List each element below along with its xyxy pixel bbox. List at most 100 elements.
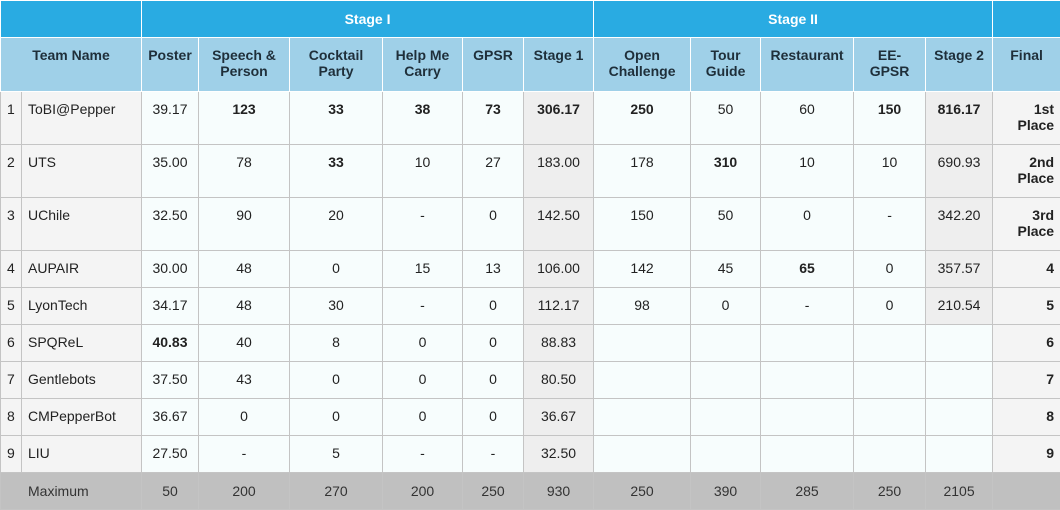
stage-header-row: Stage I Stage II — [1, 1, 1060, 38]
stage2-cell — [926, 436, 993, 473]
poster-cell: 39.17 — [142, 92, 199, 145]
restaurant-cell: 60 — [761, 92, 854, 145]
tour-cell — [691, 325, 761, 362]
restaurant-cell: 0 — [761, 198, 854, 251]
final-cell: 1st Place — [993, 92, 1060, 145]
team-name-cell: LIU — [22, 436, 142, 473]
maximum-cocktail-cell: 270 — [290, 473, 383, 510]
maximum-restaurant-cell: 285 — [761, 473, 854, 510]
speech-cell: 78 — [199, 145, 290, 198]
stage1-cell: 112.17 — [524, 288, 594, 325]
restaurant-cell: 10 — [761, 145, 854, 198]
final-cell: 5 — [993, 288, 1060, 325]
gpsr-cell: - — [463, 436, 524, 473]
open-cell — [594, 436, 691, 473]
col-final: Final — [993, 38, 1060, 92]
rank-cell: 3 — [1, 198, 22, 251]
stage-1-header: Stage I — [142, 1, 594, 38]
team-name-cell: AUPAIR — [22, 251, 142, 288]
gpsr-cell: 73 — [463, 92, 524, 145]
tour-cell: 50 — [691, 92, 761, 145]
poster-cell: 37.50 — [142, 362, 199, 399]
stage2-cell — [926, 399, 993, 436]
maximum-open-cell: 250 — [594, 473, 691, 510]
rank-cell: 5 — [1, 288, 22, 325]
stage2-cell: 690.93 — [926, 145, 993, 198]
speech-cell: 123 — [199, 92, 290, 145]
poster-cell: 30.00 — [142, 251, 199, 288]
poster-cell: 36.67 — [142, 399, 199, 436]
team-name-cell: SPQReL — [22, 325, 142, 362]
stage1-cell: 142.50 — [524, 198, 594, 251]
eegpsr-cell — [854, 399, 926, 436]
maximum-gpsr-cell: 250 — [463, 473, 524, 510]
tour-cell — [691, 362, 761, 399]
restaurant-cell — [761, 362, 854, 399]
speech-cell: 0 — [199, 399, 290, 436]
gpsr-cell: 0 — [463, 198, 524, 251]
col-poster: Poster — [142, 38, 199, 92]
maximum-help-cell: 200 — [383, 473, 463, 510]
eegpsr-cell: 10 — [854, 145, 926, 198]
open-cell — [594, 399, 691, 436]
team-name-cell: UTS — [22, 145, 142, 198]
gpsr-cell: 0 — [463, 399, 524, 436]
speech-cell: 48 — [199, 288, 290, 325]
rank-cell: 4 — [1, 251, 22, 288]
cocktail-cell: 33 — [290, 92, 383, 145]
open-cell — [594, 325, 691, 362]
tour-cell — [691, 399, 761, 436]
gpsr-cell: 0 — [463, 362, 524, 399]
gpsr-cell: 27 — [463, 145, 524, 198]
open-cell: 150 — [594, 198, 691, 251]
restaurant-cell — [761, 436, 854, 473]
stage1-cell: 306.17 — [524, 92, 594, 145]
poster-cell: 27.50 — [142, 436, 199, 473]
eegpsr-cell: 0 — [854, 288, 926, 325]
speech-cell: 43 — [199, 362, 290, 399]
team-name-cell: Gentlebots — [22, 362, 142, 399]
team-name-cell: UChile — [22, 198, 142, 251]
col-stage-2: Stage 2 — [926, 38, 993, 92]
maximum-tour-cell: 390 — [691, 473, 761, 510]
maximum-label: Maximum — [1, 473, 142, 510]
stage2-cell: 210.54 — [926, 288, 993, 325]
rank-cell: 2 — [1, 145, 22, 198]
open-cell: 178 — [594, 145, 691, 198]
col-speech-person: Speech & Person — [199, 38, 290, 92]
tour-cell: 45 — [691, 251, 761, 288]
tour-cell: 50 — [691, 198, 761, 251]
team-name-cell: CMPepperBot — [22, 399, 142, 436]
final-cell: 4 — [993, 251, 1060, 288]
final-cell: 8 — [993, 399, 1060, 436]
stage1-cell: 80.50 — [524, 362, 594, 399]
help-cell: 10 — [383, 145, 463, 198]
col-help-me-carry: Help Me Carry — [383, 38, 463, 92]
maximum-final-cell — [993, 473, 1060, 510]
stage-2-header: Stage II — [594, 1, 993, 38]
rank-cell: 1 — [1, 92, 22, 145]
col-open-challenge: Open Challenge — [594, 38, 691, 92]
help-cell: 38 — [383, 92, 463, 145]
cocktail-cell: 8 — [290, 325, 383, 362]
cocktail-cell: 5 — [290, 436, 383, 473]
tour-cell: 310 — [691, 145, 761, 198]
help-cell: 0 — [383, 399, 463, 436]
open-cell: 142 — [594, 251, 691, 288]
col-tour-guide: Tour Guide — [691, 38, 761, 92]
poster-cell: 40.83 — [142, 325, 199, 362]
stage2-cell — [926, 325, 993, 362]
maximum-stage2-cell: 2105 — [926, 473, 993, 510]
help-cell: 0 — [383, 325, 463, 362]
team-name-cell: ToBI@Pepper — [22, 92, 142, 145]
col-stage-1: Stage 1 — [524, 38, 594, 92]
stage2-cell: 816.17 — [926, 92, 993, 145]
speech-cell: - — [199, 436, 290, 473]
col-team-name: Team Name — [1, 38, 142, 92]
eegpsr-cell — [854, 362, 926, 399]
